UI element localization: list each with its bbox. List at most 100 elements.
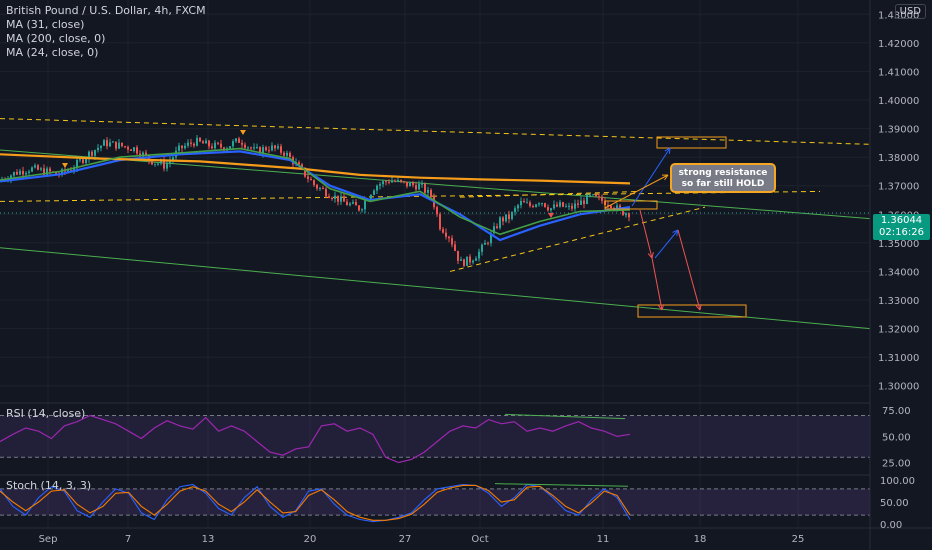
candle-body — [220, 143, 222, 148]
candle-body — [217, 142, 219, 144]
candle-body — [202, 141, 204, 144]
candle-body — [208, 140, 210, 147]
candle-body — [193, 143, 195, 146]
candle-body — [286, 152, 288, 156]
candle-body — [184, 145, 186, 149]
candle-body — [211, 146, 213, 149]
legend-ma24[interactable]: MA (24, close, 0) — [6, 46, 99, 59]
candle-body — [532, 205, 534, 208]
arrow-red-down-3-head — [695, 304, 702, 311]
candle-body — [301, 164, 303, 168]
candle-body — [61, 169, 63, 175]
legend-ma200[interactable]: MA (200, close, 0) — [6, 32, 106, 45]
candle-body — [400, 179, 402, 182]
candle-body — [529, 202, 531, 206]
candle-body — [595, 194, 597, 197]
candle-body — [508, 214, 510, 220]
candle-body — [610, 205, 612, 208]
candle-body — [28, 171, 30, 173]
candle-body — [247, 147, 249, 149]
candle-body — [19, 170, 21, 175]
candle-body — [97, 147, 99, 151]
candle-body — [409, 182, 411, 187]
marker-triangle — [240, 130, 246, 135]
arrow-blue-up — [631, 147, 671, 207]
candle-body — [280, 146, 282, 153]
drawings — [62, 130, 747, 318]
candle-body — [445, 232, 447, 237]
candle-body — [187, 142, 189, 146]
candle-body — [412, 182, 414, 186]
arrow-red-down-2 — [651, 257, 663, 311]
candle-body — [547, 207, 549, 211]
candle-body — [265, 147, 267, 151]
candle-body — [376, 185, 378, 191]
candle-body — [271, 145, 273, 151]
trend-lines — [0, 118, 871, 330]
trend-line-lower-green — [0, 247, 871, 330]
candle-body — [472, 260, 474, 263]
candle-body — [355, 202, 357, 206]
candle-body — [448, 236, 450, 239]
time-tick-label: 7 — [125, 534, 131, 545]
price-tick-label: 1.37000 — [878, 182, 919, 193]
candle-body — [577, 203, 579, 205]
candle-body — [340, 196, 342, 202]
candle-body — [385, 181, 387, 183]
legend-ma31[interactable]: MA (31, close) — [6, 18, 85, 31]
candle-body — [616, 205, 618, 210]
candle-body — [391, 180, 393, 183]
candle-body — [76, 159, 78, 169]
candle-body — [178, 145, 180, 151]
candle-body — [40, 168, 42, 170]
candle-body — [196, 137, 198, 146]
candle-body — [55, 171, 57, 174]
candle-body — [79, 159, 81, 161]
rising-support-dashed — [449, 206, 706, 272]
candle-body — [418, 183, 420, 190]
annotation-callout[interactable]: strong resistance so far still HOLD — [670, 163, 776, 193]
candle-body — [460, 259, 462, 261]
rsi-label[interactable]: RSI (14, close) — [6, 407, 86, 420]
candle-body — [88, 151, 90, 159]
candle-body — [541, 203, 543, 205]
candle-body — [307, 176, 309, 180]
candle-body — [535, 204, 537, 208]
candle-body — [334, 195, 336, 199]
candle-body — [598, 196, 600, 198]
candle-body — [502, 217, 504, 222]
candle-body — [607, 204, 609, 206]
candle-body — [379, 184, 381, 186]
marker-triangle — [62, 163, 68, 168]
candle-body — [214, 142, 216, 149]
candle-body — [568, 205, 570, 207]
price-tick-label: 1.43000 — [878, 10, 919, 21]
candle-body — [94, 150, 96, 156]
candle-body — [133, 147, 135, 151]
arrow-blue-bounce — [654, 229, 679, 259]
candle-body — [457, 250, 459, 261]
ma200-line — [0, 153, 631, 185]
resistance-dashed — [459, 190, 641, 198]
candle-body — [556, 204, 558, 207]
callout-pointer-head — [661, 174, 669, 181]
price-tick-label: 1.35000 — [878, 239, 919, 250]
candle-body — [34, 165, 36, 168]
price-tick-label: 1.40000 — [878, 96, 919, 107]
candle-body — [499, 217, 501, 228]
candle-body — [304, 167, 306, 177]
candle-body — [583, 200, 585, 205]
candle-body — [538, 203, 540, 205]
candle-body — [592, 194, 594, 196]
candle-body — [427, 189, 429, 193]
candle-body — [256, 147, 258, 149]
candle-body — [22, 170, 24, 175]
candle-body — [523, 200, 525, 203]
candle-body — [352, 202, 354, 204]
candle-body — [328, 196, 330, 198]
candle-body — [43, 168, 45, 175]
stoch-label[interactable]: Stoch (14, 3, 3) — [6, 479, 92, 492]
currency-label[interactable]: USD — [894, 4, 926, 19]
stoch-pane — [0, 483, 870, 523]
